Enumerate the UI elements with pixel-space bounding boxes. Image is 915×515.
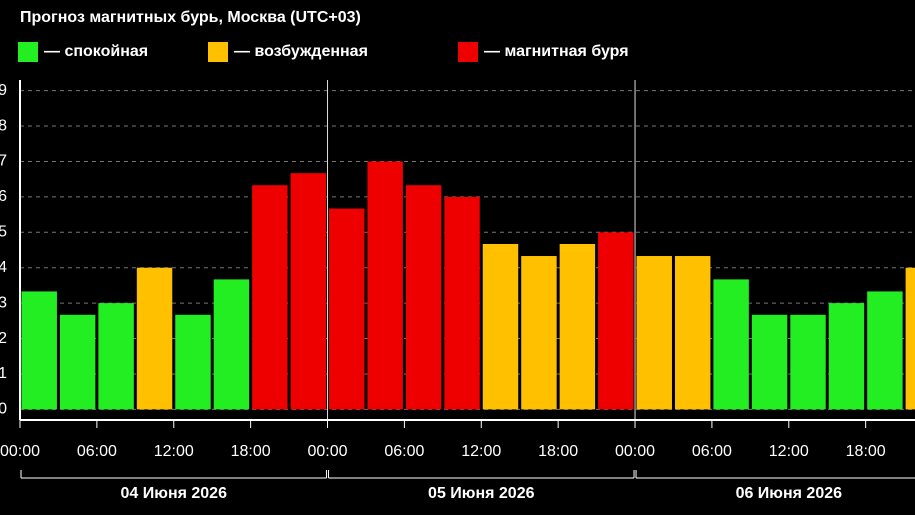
y-tick-label: 0	[0, 401, 7, 418]
group-label: 05 Июня 2026	[428, 485, 535, 502]
y-tick-label: 7	[0, 153, 7, 170]
bar	[329, 208, 365, 410]
bar	[98, 303, 134, 410]
legend-swatch	[208, 42, 228, 62]
x-tick-label: 06:00	[692, 443, 732, 460]
bar	[367, 161, 403, 410]
bar	[59, 314, 96, 410]
x-tick-label: 18:00	[231, 443, 271, 460]
group-label: 04 Июня 2026	[121, 485, 228, 502]
legend-label: — возбужденная	[234, 43, 368, 60]
x-tick-label: 12:00	[154, 443, 194, 460]
bar	[636, 256, 672, 410]
y-tick-label: 6	[0, 188, 7, 205]
bar	[713, 279, 749, 410]
y-tick-label: 1	[0, 365, 7, 382]
bar	[405, 185, 442, 410]
y-tick-label: 8	[0, 117, 7, 134]
legend-label: — спокойная	[44, 43, 148, 60]
bar	[482, 243, 519, 410]
legend-swatch	[458, 42, 478, 62]
bar	[21, 291, 57, 410]
x-tick-label: 18:00	[538, 443, 578, 460]
bar	[175, 314, 211, 410]
x-tick-label: 06:00	[384, 443, 424, 460]
x-tick-label: 12:00	[769, 443, 809, 460]
x-tick-label: 00:00	[0, 443, 40, 460]
bar	[598, 232, 634, 410]
x-tick-label: 00:00	[615, 443, 655, 460]
y-tick-label: 4	[0, 259, 7, 276]
bar	[790, 314, 826, 410]
y-tick-label: 2	[0, 330, 7, 347]
chart-title: Прогноз магнитных бурь, Москва (UTC+03)	[20, 9, 361, 26]
x-tick-label: 12:00	[461, 443, 501, 460]
y-tick-label: 5	[0, 224, 7, 241]
bar	[444, 196, 480, 410]
bar	[252, 185, 288, 410]
y-tick-label: 3	[0, 294, 7, 311]
x-tick-label: 18:00	[846, 443, 886, 460]
legend-label: — магнитная буря	[484, 43, 629, 60]
bar	[751, 314, 788, 410]
x-tick-label: 00:00	[307, 443, 347, 460]
bar	[290, 173, 327, 410]
x-tick-label: 06:00	[77, 443, 117, 460]
group-label: 06 Июня 2026	[736, 485, 843, 502]
bar	[521, 256, 557, 410]
bar	[213, 279, 250, 410]
bar	[136, 267, 173, 410]
bar	[674, 256, 711, 410]
y-tick-label: 9	[0, 82, 7, 99]
bar	[828, 303, 865, 410]
bar	[905, 267, 915, 410]
bar	[559, 243, 596, 410]
legend-swatch	[18, 42, 38, 62]
bar	[867, 291, 903, 410]
